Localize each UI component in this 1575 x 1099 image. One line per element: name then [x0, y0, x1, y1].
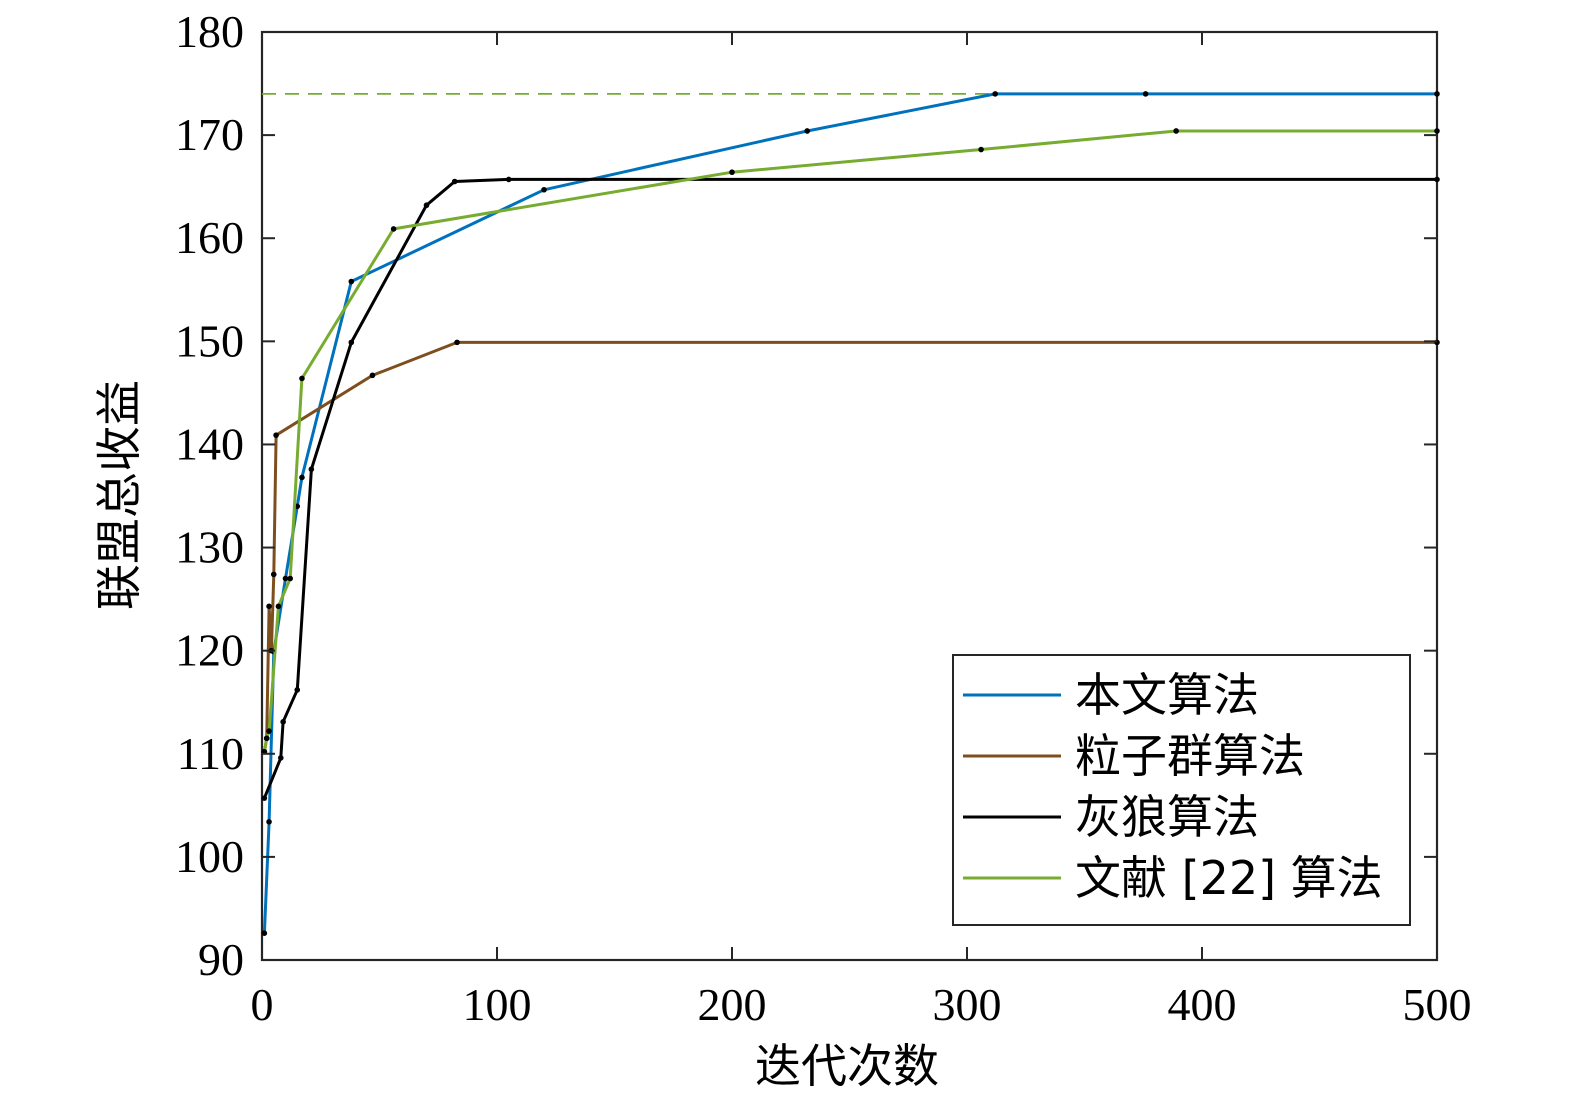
x-tick-label: 200 [698, 979, 767, 1030]
data-point [423, 202, 430, 209]
data-point [390, 226, 397, 232]
y-tick-label: 150 [175, 315, 244, 366]
x-tick-label: 0 [251, 979, 274, 1030]
data-point [348, 278, 355, 285]
series-line [263, 177, 1437, 799]
legend-label: 文献 [22] 算法 [1075, 851, 1383, 905]
data-point [992, 91, 998, 97]
data-point [299, 474, 305, 481]
data-point [348, 339, 355, 346]
y-tick-label: 130 [175, 522, 244, 573]
data-point [451, 178, 458, 185]
data-point [804, 128, 810, 134]
x-axis-label: 迭代次数 [755, 1039, 939, 1093]
y-tick-label: 90 [198, 934, 244, 985]
axis-ticks: 0 100 200 300 400 500 90 100 110 120 130 140 150 160 1… [175, 6, 1472, 1030]
y-tick-label: 170 [175, 109, 244, 160]
data-point [729, 169, 735, 176]
y-tick-label: 180 [175, 6, 244, 57]
data-point [1434, 176, 1440, 183]
legend-label: 粒子群算法 [1075, 729, 1305, 783]
data-point [270, 571, 277, 578]
data-point [266, 728, 272, 734]
x-tick-label: 300 [933, 979, 1002, 1030]
plot-border [260, 30, 1439, 962]
data-point [280, 719, 286, 725]
data-point [505, 176, 512, 183]
series-3 [261, 176, 1440, 801]
data-point [275, 603, 282, 610]
data-point [273, 432, 279, 438]
data-point [308, 466, 315, 472]
data-point [978, 146, 984, 153]
data-point [282, 575, 289, 582]
legend-box [952, 654, 1411, 926]
data-point [1434, 91, 1440, 97]
data-point [266, 819, 272, 825]
data-point [278, 755, 284, 761]
x-tick-label: 500 [1403, 979, 1472, 1030]
data-point [1173, 128, 1179, 134]
data-point [454, 339, 460, 346]
data-point [266, 603, 272, 610]
series-4 [261, 128, 1440, 755]
legend-label: 本文算法 [1075, 668, 1259, 722]
x-tick-label: 100 [463, 979, 532, 1030]
data-point [294, 687, 301, 693]
y-tick-label: 100 [175, 831, 244, 882]
data-point [263, 735, 270, 742]
plot-area [260, 30, 1439, 962]
x-tick-label: 400 [1168, 979, 1237, 1030]
y-tick-label: 120 [175, 625, 244, 676]
legend-label: 灰狼算法 [1075, 790, 1259, 844]
series-layer [261, 91, 1440, 936]
data-point [541, 186, 547, 193]
data-point [369, 372, 376, 379]
data-point [299, 375, 305, 382]
y-tick-label: 160 [175, 212, 244, 263]
data-point [1434, 128, 1440, 134]
y-tick-label: 110 [177, 728, 244, 779]
data-point [1142, 91, 1149, 97]
data-point [261, 930, 268, 936]
data-point [261, 795, 268, 801]
data-point [287, 575, 294, 582]
y-tick-label: 140 [175, 418, 244, 469]
y-axis-label: 联盟总收益 [92, 380, 146, 610]
